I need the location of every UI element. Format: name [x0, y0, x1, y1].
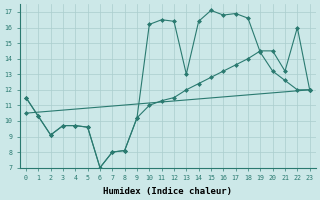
X-axis label: Humidex (Indice chaleur): Humidex (Indice chaleur)	[103, 187, 232, 196]
